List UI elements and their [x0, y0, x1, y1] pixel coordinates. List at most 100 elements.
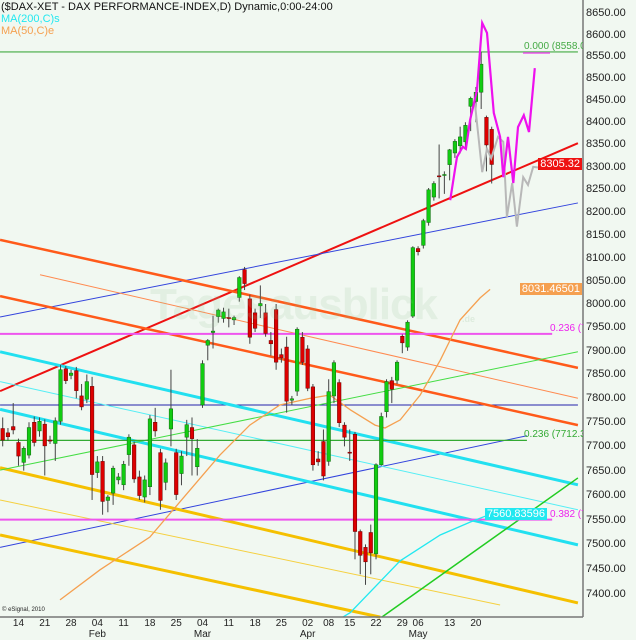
candle	[137, 470, 142, 500]
candle	[447, 148, 452, 181]
candle	[337, 379, 342, 428]
candle-body	[368, 532, 373, 554]
candle-body	[326, 391, 331, 462]
candle	[431, 181, 436, 201]
candle-body	[237, 277, 242, 298]
candle	[300, 332, 305, 366]
x-tick-label: 14	[12, 618, 25, 629]
candle-body	[437, 175, 442, 178]
candle	[289, 395, 294, 406]
candle-body	[305, 348, 310, 389]
trendline	[0, 466, 579, 605]
x-tick-label: 04	[91, 618, 103, 629]
candle-body	[274, 309, 279, 363]
candle	[74, 366, 79, 399]
candle-body	[5, 432, 11, 437]
candle	[263, 303, 268, 337]
candle	[132, 441, 137, 483]
candle-body	[79, 395, 84, 408]
y-tick-label: 8500.00	[586, 72, 626, 85]
candle	[395, 360, 400, 384]
candle	[163, 458, 168, 491]
projection-secondary-line	[473, 103, 541, 227]
candle-body	[395, 361, 400, 381]
candle	[442, 171, 447, 194]
x-tick-label: 02	[302, 618, 314, 629]
candle	[331, 360, 337, 404]
y-tick-label: 8100.00	[586, 251, 626, 264]
candle	[47, 435, 53, 444]
candle	[5, 428, 11, 441]
last-price-tag: 8305.32	[538, 158, 582, 171]
ma200-line	[342, 513, 491, 618]
candle-body	[84, 381, 89, 400]
candle-body	[389, 380, 394, 390]
candle-body	[263, 312, 268, 334]
watermark-logo: Tagesausblick	[150, 280, 438, 329]
candle-body	[331, 362, 337, 397]
candle	[268, 332, 273, 356]
candle-body	[337, 382, 342, 423]
candle-body	[295, 328, 300, 392]
candle	[305, 345, 310, 392]
candle	[42, 419, 47, 476]
candle	[153, 407, 158, 437]
ma50-value-tag: 8031.46501	[519, 283, 582, 296]
candle-body	[69, 372, 74, 376]
candle	[310, 383, 315, 471]
x-tick-label: 20	[470, 618, 482, 629]
candle-body	[232, 317, 237, 321]
candle	[458, 126, 463, 154]
candle	[352, 431, 358, 560]
y-tick-label: 8400.00	[586, 116, 626, 129]
candle	[426, 188, 431, 226]
y-tick-label: 7500.00	[586, 538, 626, 551]
y-tick-label: 7700.00	[586, 440, 626, 453]
candle-body	[26, 427, 32, 456]
candle-body	[0, 428, 5, 441]
candle-body	[479, 63, 484, 93]
x-month-label: Feb	[88, 629, 106, 640]
y-tick-label: 7850.00	[586, 368, 626, 381]
candle	[347, 429, 352, 461]
legend-ma200: MA(200,C)s	[1, 13, 60, 25]
candle-body	[447, 149, 452, 165]
candle-body	[426, 189, 431, 223]
candle-body	[74, 370, 79, 391]
candle-body	[258, 303, 263, 307]
candle	[90, 376, 95, 500]
candle	[416, 246, 421, 256]
candle-body	[200, 363, 205, 406]
candle	[184, 419, 189, 457]
candle	[95, 456, 100, 478]
y-tick-label: 7750.00	[586, 416, 626, 429]
candle-body	[100, 461, 105, 502]
candle	[11, 403, 16, 435]
candle	[279, 348, 284, 363]
candle	[389, 376, 394, 404]
trendline	[381, 477, 579, 618]
candle-body	[189, 427, 195, 439]
candle-body	[37, 421, 42, 432]
x-tick-label: 25	[170, 618, 182, 629]
candle	[189, 417, 195, 476]
candle-body	[158, 452, 163, 501]
y-tick-label: 8050.00	[586, 274, 626, 287]
candle-body	[53, 420, 58, 444]
candle-body	[221, 311, 226, 319]
x-tick-label: 06	[412, 618, 424, 629]
candle	[410, 246, 415, 318]
candle-body	[126, 436, 131, 455]
candle	[368, 524, 373, 575]
candle-body	[210, 330, 216, 333]
y-tick-label: 8150.00	[586, 228, 626, 241]
candle	[400, 334, 405, 354]
candle-body	[226, 317, 231, 319]
candle	[221, 307, 226, 323]
x-tick-label: 04	[196, 618, 209, 629]
y-tick-label: 8250.00	[586, 183, 626, 196]
y-tick-label: 7800.00	[586, 392, 626, 405]
x-tick-label: 13	[444, 618, 456, 629]
legend-ma50: MA(50,C)e	[1, 25, 55, 37]
